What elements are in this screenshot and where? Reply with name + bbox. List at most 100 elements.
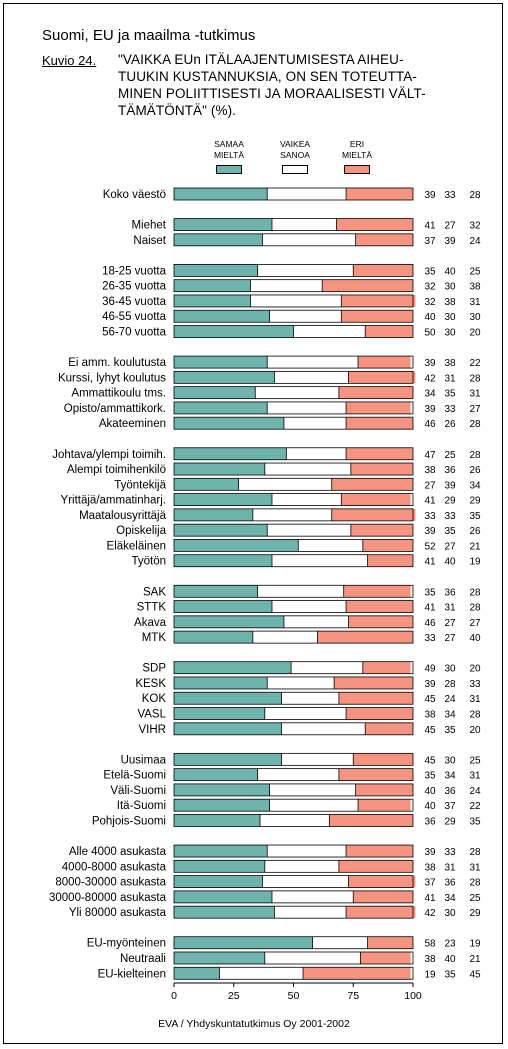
bar-difficult bbox=[264, 952, 361, 964]
row-label: Eläkeläinen bbox=[107, 540, 166, 552]
data-label-disagree: 28 bbox=[469, 878, 481, 889]
bar-difficult bbox=[267, 524, 351, 537]
data-label-difficult: 36 bbox=[444, 587, 456, 598]
bar-outline bbox=[173, 401, 414, 415]
legend-label-difficult: VAIKEA SANOA bbox=[279, 139, 311, 160]
bar-agree bbox=[174, 875, 263, 888]
bar-difficult bbox=[269, 783, 356, 796]
bar-difficult bbox=[267, 356, 359, 369]
bar-difficult bbox=[219, 967, 304, 980]
bar-agree bbox=[174, 371, 275, 384]
data-label-difficult: 28 bbox=[444, 679, 456, 690]
bar-difficult bbox=[281, 753, 354, 766]
data-label-agree: 40 bbox=[424, 801, 436, 812]
bar-agree bbox=[174, 356, 268, 369]
x-tick-label: 100 bbox=[404, 990, 422, 1002]
bar-agree bbox=[174, 539, 299, 552]
bar-outline bbox=[173, 477, 414, 491]
row-label: Akava bbox=[134, 617, 167, 629]
bar-outline bbox=[173, 309, 414, 323]
data-label-agree: 35 bbox=[424, 587, 436, 598]
data-label-disagree: 40 bbox=[469, 633, 481, 644]
data-label-difficult: 35 bbox=[444, 969, 456, 980]
bar-outline bbox=[173, 462, 414, 476]
data-label-difficult: 27 bbox=[444, 618, 456, 629]
data-label-agree: 42 bbox=[424, 373, 436, 384]
data-label-disagree: 28 bbox=[469, 419, 481, 430]
bar-disagree bbox=[346, 188, 413, 200]
data-label-agree: 33 bbox=[424, 633, 436, 644]
bar-difficult bbox=[262, 875, 349, 888]
bar-difficult bbox=[271, 493, 342, 506]
data-label-disagree: 35 bbox=[469, 816, 481, 827]
data-label-agree: 40 bbox=[424, 786, 436, 797]
data-label-disagree: 28 bbox=[469, 373, 481, 384]
legend-swatch-disagree bbox=[344, 165, 370, 174]
data-label-disagree: 31 bbox=[469, 694, 481, 705]
bar-outline bbox=[173, 951, 414, 965]
bar-agree bbox=[174, 218, 272, 231]
data-label-disagree: 28 bbox=[469, 450, 481, 461]
row-label: SDP bbox=[142, 663, 166, 675]
row-label: Ammattikoulu tms. bbox=[71, 388, 166, 400]
bar-outline bbox=[173, 905, 414, 919]
data-label-difficult: 27 bbox=[444, 221, 456, 232]
row-label: Työtön bbox=[131, 556, 166, 568]
data-label-disagree: 24 bbox=[469, 786, 481, 797]
bar-difficult bbox=[238, 478, 332, 491]
data-label-disagree: 45 bbox=[469, 969, 481, 980]
row-label: Työntekijä bbox=[114, 479, 166, 491]
row-label: Naiset bbox=[133, 235, 166, 247]
bar-agree bbox=[174, 799, 270, 812]
bar-agree bbox=[174, 890, 272, 903]
bar-disagree bbox=[353, 264, 413, 277]
data-label-difficult: 36 bbox=[444, 786, 456, 797]
bar-agree bbox=[174, 279, 251, 292]
bar-outline bbox=[173, 707, 414, 720]
bar-agree bbox=[174, 615, 284, 628]
data-label-agree: 35 bbox=[424, 771, 436, 782]
bar-outline bbox=[173, 783, 414, 797]
bar-agree bbox=[174, 676, 268, 689]
row-label: KESK bbox=[135, 678, 166, 690]
bar-disagree bbox=[365, 722, 413, 735]
bar-outline bbox=[173, 936, 414, 950]
bar-disagree bbox=[346, 906, 416, 919]
data-label-agree: 52 bbox=[424, 541, 436, 552]
data-label-agree: 19 bbox=[424, 969, 436, 980]
data-label-difficult: 30 bbox=[444, 282, 456, 293]
data-label-agree: 38 bbox=[424, 954, 436, 965]
row-label: SAK bbox=[143, 586, 166, 598]
data-label-agree: 41 bbox=[424, 557, 436, 568]
bar-outline bbox=[173, 508, 414, 522]
data-label-agree: 42 bbox=[424, 908, 436, 919]
row-label: Alle 4000 asukasta bbox=[69, 846, 167, 858]
row-label: Yli 80000 asukasta bbox=[69, 907, 167, 919]
data-label-disagree: 28 bbox=[469, 587, 481, 598]
survey-title: Suomi, EU ja maailma -tutkimus bbox=[42, 27, 256, 44]
data-label-agree: 39 bbox=[424, 358, 436, 369]
question-line-1: "VAIKKA EUn ITÄLAAJENTUMISESTA AIHEU- bbox=[118, 52, 404, 67]
data-label-difficult: 27 bbox=[444, 541, 456, 552]
data-label-difficult: 34 bbox=[444, 771, 456, 782]
data-label-agree: 41 bbox=[424, 496, 436, 507]
bar-disagree bbox=[341, 310, 413, 323]
row-label: Uusimaa bbox=[121, 754, 167, 766]
bar-disagree bbox=[346, 600, 413, 613]
data-label-disagree: 24 bbox=[469, 236, 481, 247]
data-label-agree: 45 bbox=[424, 725, 436, 736]
bar-agree bbox=[174, 952, 265, 964]
bar-difficult bbox=[267, 676, 335, 689]
data-label-difficult: 29 bbox=[444, 496, 456, 507]
bar-agree bbox=[174, 707, 265, 720]
data-label-difficult: 35 bbox=[444, 725, 456, 736]
data-label-disagree: 20 bbox=[469, 328, 481, 339]
bar-agree bbox=[174, 463, 265, 476]
row-label: Ei amm. koulutusta bbox=[68, 357, 166, 369]
bar-agree bbox=[174, 967, 220, 980]
data-label-disagree: 31 bbox=[469, 771, 481, 782]
bar-disagree bbox=[353, 890, 413, 903]
bar-agree bbox=[174, 631, 253, 644]
row-label: Opisto/ammattikork. bbox=[64, 403, 166, 415]
